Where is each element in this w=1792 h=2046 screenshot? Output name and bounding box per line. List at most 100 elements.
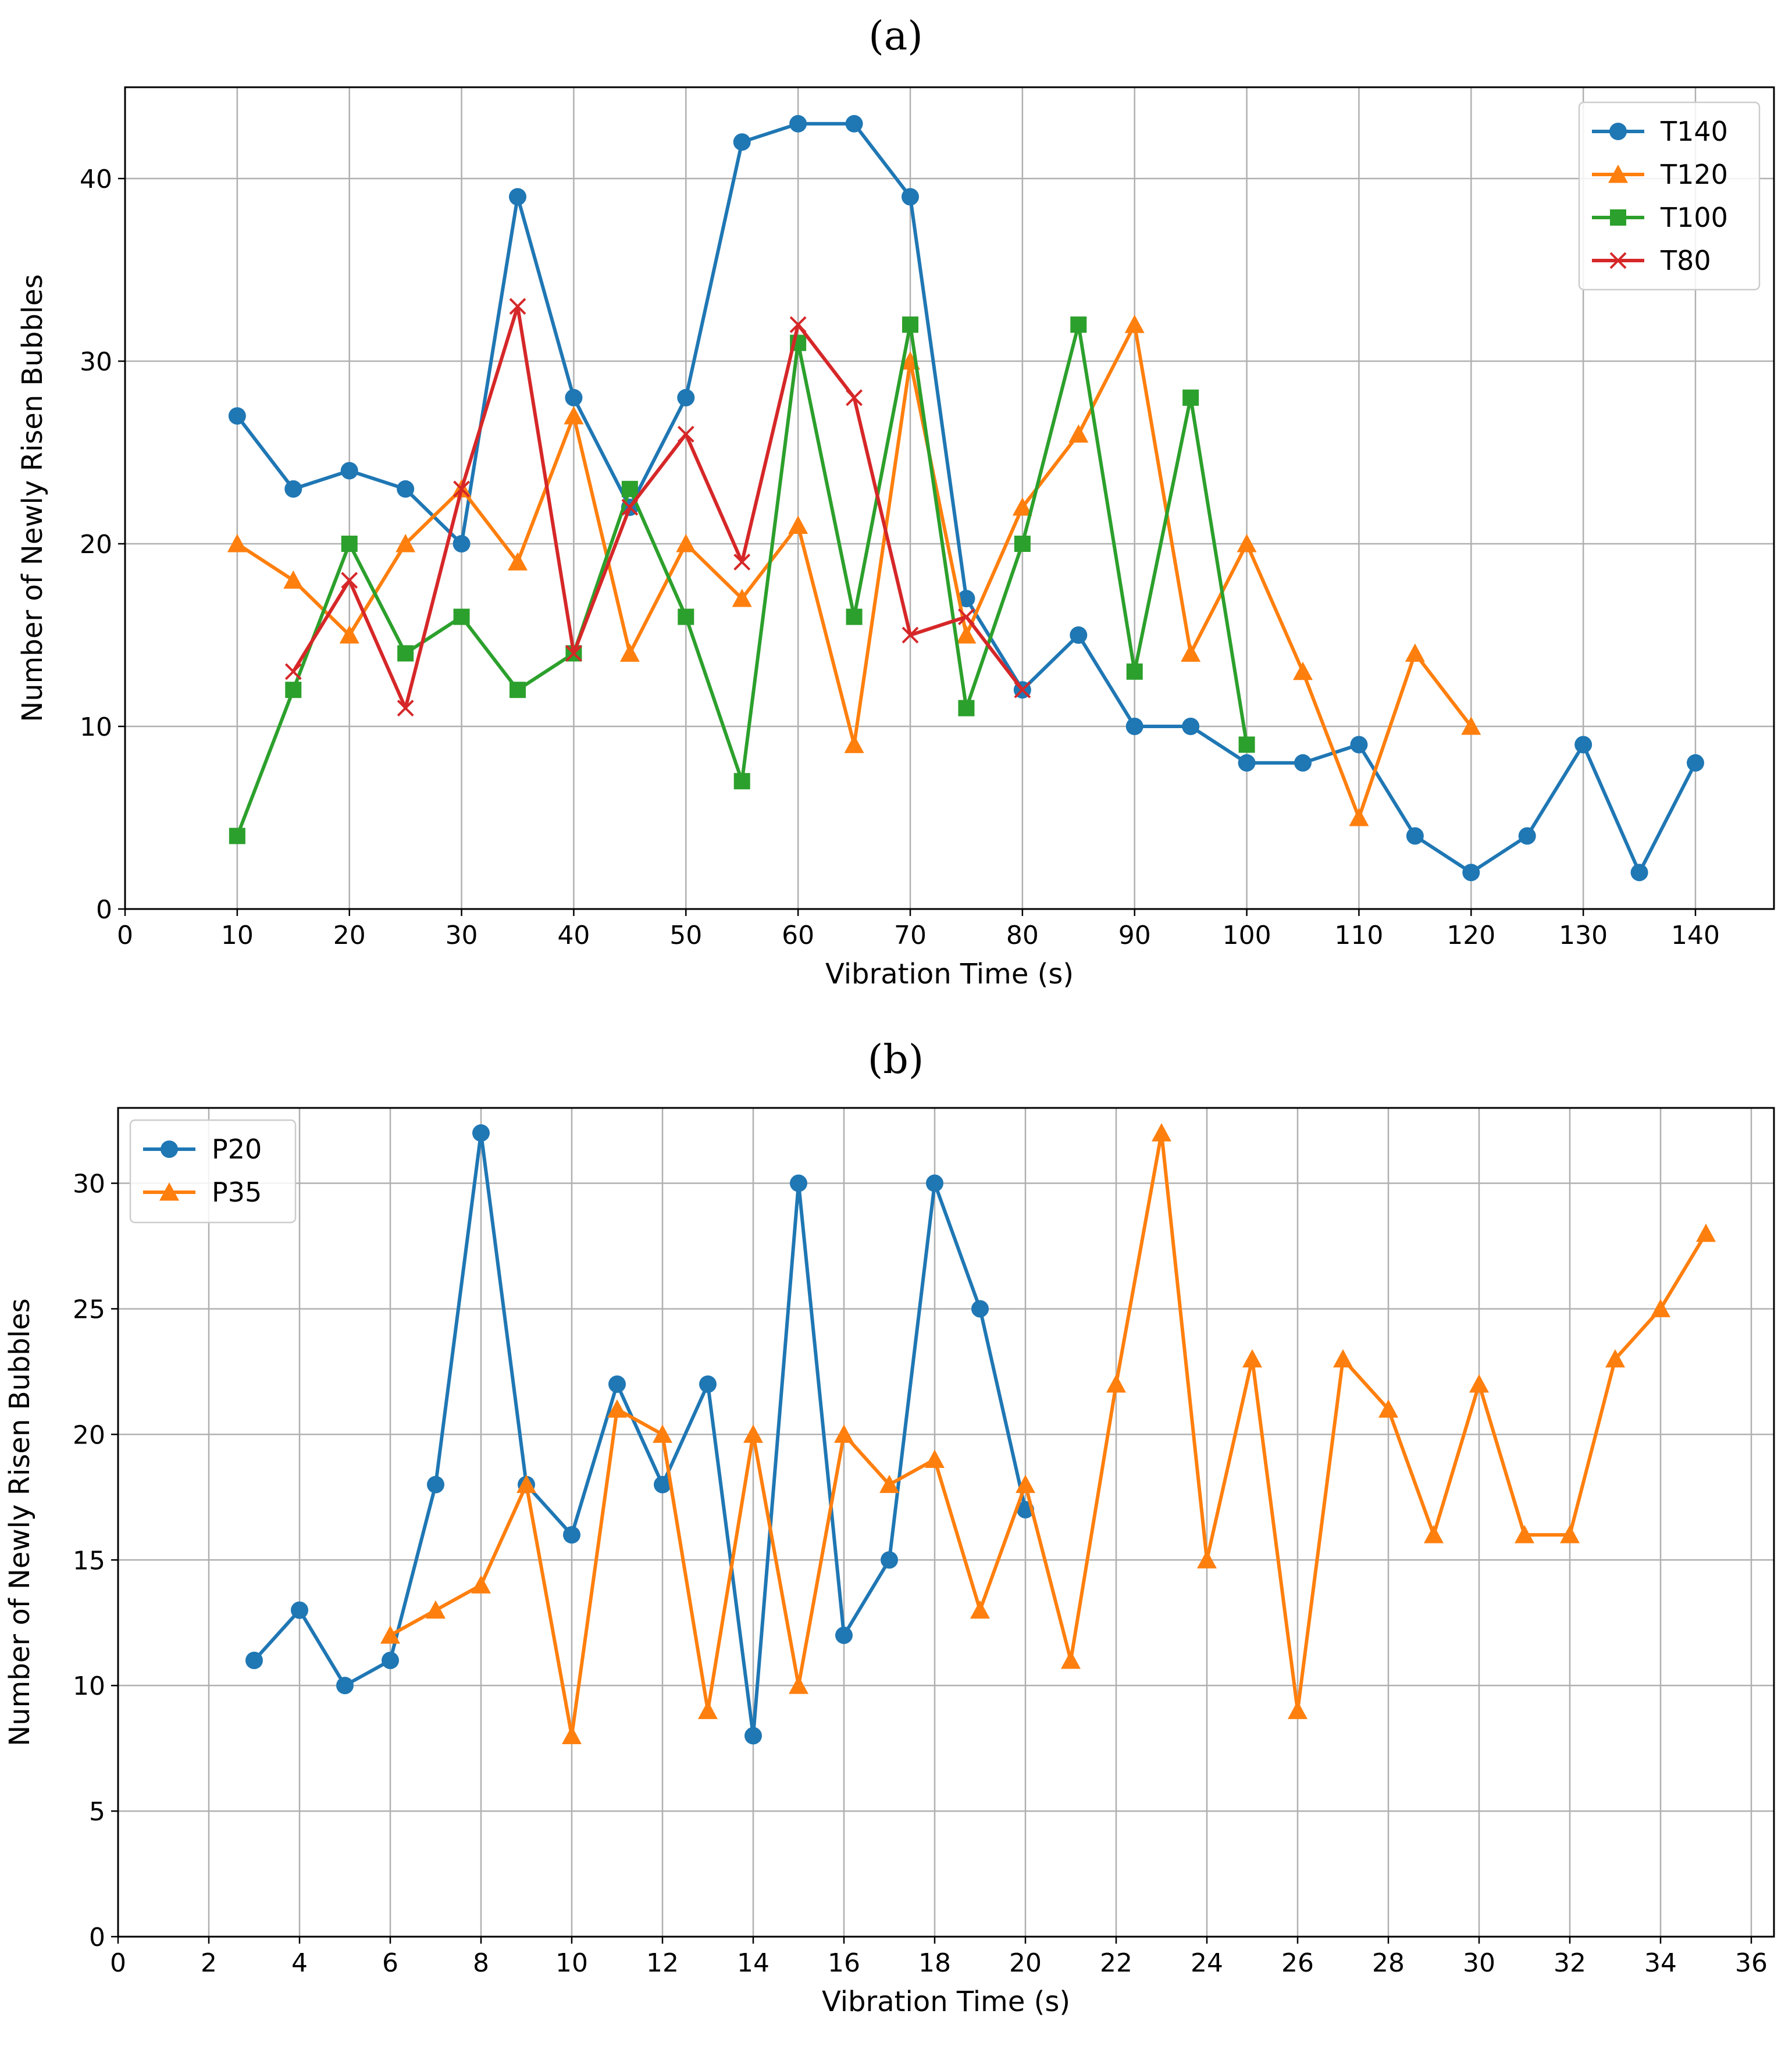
- chart-a-xtick-label: 30: [446, 921, 478, 950]
- chart-b-xtick-label: 4: [291, 1948, 308, 1978]
- chart-b-xlabel: Vibration Time (s): [822, 1986, 1070, 2018]
- chart-b-point-p20: [926, 1174, 943, 1192]
- chart-a-point-t140: [509, 188, 526, 206]
- chart-a-point-t100: [1014, 536, 1031, 552]
- chart-b-ytick-label: 15: [73, 1546, 105, 1576]
- chart-a-point-t100: [397, 645, 414, 662]
- chart-a-point-t120: [844, 735, 864, 753]
- chart-a-point-t100: [453, 608, 470, 625]
- chart-a-legend-marker-t80: [1609, 252, 1627, 269]
- chart-a-point-t100: [1182, 389, 1199, 406]
- chart-b-point-p20: [790, 1174, 807, 1192]
- chart-a-point-t100: [846, 608, 863, 625]
- chart-a-point-t120: [227, 534, 247, 553]
- chart-a-xtick-label: 110: [1334, 921, 1383, 950]
- chart-b-ytick-label: 25: [73, 1295, 105, 1324]
- chart-a-point-t140: [284, 480, 302, 498]
- chart-a-point-t100: [1126, 663, 1143, 680]
- chart-a-point-t140: [340, 462, 358, 480]
- chart-b-point-p35: [1333, 1349, 1353, 1368]
- chart-a-point-t140: [228, 407, 246, 425]
- chart-b-xtick-label: 32: [1554, 1948, 1586, 1978]
- chart-a-point-t120: [1293, 661, 1313, 680]
- chart-b-xtick-label: 0: [110, 1948, 126, 1978]
- chart-b-point-p35: [1605, 1349, 1625, 1368]
- chart-a-point-t100: [902, 316, 918, 333]
- chart-b-ytick-label: 0: [89, 1923, 105, 1952]
- chart-a-series-t120: [227, 315, 1481, 826]
- chart-b-xtick-label: 22: [1100, 1948, 1132, 1978]
- chart-a-line-t140: [236, 122, 1697, 875]
- chart-a-point-t80: [509, 298, 526, 315]
- chart-a-legend-label-t140: T140: [1660, 116, 1728, 147]
- chart-a-point-t140: [1294, 754, 1312, 772]
- chart-a-point-t120: [1012, 497, 1032, 516]
- chart-b-point-p20: [245, 1652, 263, 1669]
- chart-a-point-t80: [341, 572, 358, 589]
- chart-a-point-t100: [733, 773, 750, 790]
- chart-a-point-t140: [1406, 827, 1424, 845]
- chart-b-point-p35: [426, 1600, 446, 1619]
- chart-b-point-p20: [835, 1626, 853, 1644]
- chart-a-point-t80: [397, 700, 414, 717]
- chart-b-point-p35: [1469, 1374, 1489, 1393]
- chart-a-ylabel: Number of Newly Risen Bubbles: [16, 274, 49, 722]
- chart-a-point-t100: [285, 682, 302, 698]
- chart-b-line-p35: [389, 1131, 1708, 1738]
- chart-b-point-p35: [1378, 1399, 1398, 1418]
- chart-a-series-t100: [229, 316, 1255, 844]
- chart-b-xtick-label: 26: [1281, 1948, 1314, 1978]
- chart-b-point-p20: [654, 1475, 671, 1493]
- chart-b-xtick-label: 12: [646, 1948, 679, 1978]
- chart-b-point-p20: [971, 1300, 989, 1318]
- chart-a-point-t100: [510, 682, 526, 698]
- chart-a-point-t140: [397, 480, 415, 498]
- chart-b-xtick-label: 36: [1735, 1948, 1768, 1978]
- chart-a-point-t120: [339, 625, 359, 644]
- chart-b-point-p35: [607, 1399, 627, 1418]
- chart-b-point-p35: [1424, 1525, 1444, 1544]
- chart-b-point-p35: [653, 1424, 672, 1443]
- chart-b-xtick-label: 28: [1372, 1948, 1405, 1978]
- chart-a-point-t140: [733, 133, 751, 151]
- chart-b-point-p20: [291, 1601, 308, 1619]
- chart-a-point-t80: [1014, 681, 1031, 698]
- chart-b-ytick-label: 5: [89, 1797, 105, 1827]
- chart-b-grid: [117, 1108, 1774, 1938]
- chart-a-legend-marker-t140: [1609, 123, 1627, 140]
- chart-a-point-t80: [958, 608, 975, 626]
- chart-b-xtick-label: 18: [918, 1948, 951, 1978]
- chart-a-legend-label-t100: T100: [1660, 202, 1728, 233]
- chart-a-xtick-label: 60: [782, 921, 814, 950]
- chart-a-point-t120: [788, 515, 808, 534]
- chart-b-point-p35: [1152, 1123, 1171, 1142]
- chart-a-point-t140: [1687, 754, 1704, 772]
- chart-b-point-p35: [1242, 1349, 1262, 1368]
- chart-b-point-p20: [744, 1727, 762, 1745]
- chart-a-xlabel: Vibration Time (s): [825, 958, 1074, 990]
- chart-a-legend-marker-t100: [1610, 209, 1626, 226]
- chart-a-point-t100: [1238, 736, 1255, 753]
- chart-b-legend-label-p20: P20: [212, 1134, 262, 1165]
- chart-b-point-p35: [698, 1701, 718, 1719]
- chart-a-point-t120: [508, 552, 528, 571]
- chart-a-ytick-label: 10: [80, 712, 112, 742]
- chart-a-point-t80: [621, 498, 639, 516]
- chart-b-ylabel: Number of Newly Risen Bubbles: [3, 1298, 36, 1746]
- chart-a-point-t120: [956, 625, 977, 644]
- chart-b-point-p20: [427, 1475, 444, 1493]
- chart-b-series-p20: [245, 1124, 1034, 1745]
- chart-a-ytick-label: 20: [80, 530, 112, 559]
- chart-b-legend-marker-p20: [161, 1140, 178, 1158]
- chart-a-point-t120: [564, 406, 584, 425]
- chart-a-point-t80: [789, 316, 807, 333]
- chart-a-point-t120: [732, 589, 752, 607]
- chart-a: (a) 0 10 20 30 40 50 60 70 80 90 100 110 120 130 140 0 10…: [16, 13, 1775, 990]
- chart-b-ytick-label: 20: [73, 1420, 105, 1450]
- chart-a-point-t140: [957, 590, 975, 608]
- chart-a-ytick-label: 30: [80, 347, 112, 377]
- chart-a-grid: [124, 87, 1774, 910]
- chart-a-point-t80: [902, 626, 919, 644]
- chart-b-point-p35: [1288, 1701, 1308, 1719]
- chart-a-point-t140: [1182, 718, 1200, 735]
